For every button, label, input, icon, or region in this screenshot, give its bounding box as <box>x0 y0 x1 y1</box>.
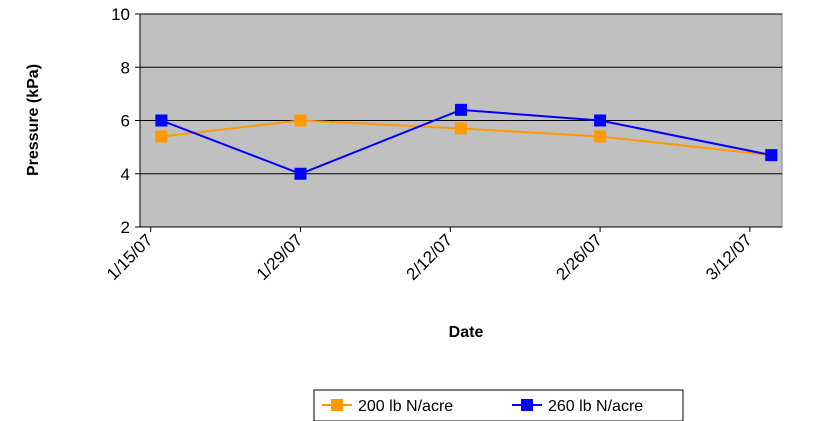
data-point <box>594 130 607 143</box>
y-tick-label: 6 <box>121 112 130 131</box>
legend-box <box>313 389 684 421</box>
x-ticks: 1/15/07 1/29/07 2/12/07 2/26/07 3/12/07 <box>103 227 756 284</box>
x-tick-label: 1/29/07 <box>253 230 307 284</box>
data-point <box>765 149 778 162</box>
y-tick-label: 4 <box>121 165 130 184</box>
legend-item-200: 200 lb N/acre <box>322 398 453 415</box>
legend: 200 lb N/acre 260 lb N/acre <box>313 389 684 421</box>
data-point <box>455 103 467 116</box>
data-point <box>455 122 467 135</box>
data-point <box>155 114 168 127</box>
gridlines <box>140 13 782 175</box>
data-point <box>294 167 307 180</box>
y-ticks: 2 4 6 8 10 <box>111 5 140 237</box>
legend-marker-200 <box>331 399 343 411</box>
legend-label-200: 200 lb N/acre <box>358 398 453 415</box>
x-tick-label: 1/15/07 <box>103 230 157 284</box>
x-axis-title: Date <box>449 324 484 341</box>
data-point <box>594 114 607 127</box>
legend-label-260: 260 lb N/acre <box>548 398 643 415</box>
y-tick-label: 10 <box>111 5 130 24</box>
series-markers <box>155 103 778 180</box>
y-tick-label: 8 <box>121 58 130 77</box>
y-axis-title: Pressure (kPa) <box>25 64 42 176</box>
data-point <box>294 114 307 127</box>
x-tick-label: 3/12/07 <box>702 230 756 284</box>
x-tick-label: 2/26/07 <box>552 230 606 284</box>
legend-item-260: 260 lb N/acre <box>512 398 643 415</box>
y-tick-label: 2 <box>121 218 130 237</box>
x-tick-label: 2/12/07 <box>403 230 457 284</box>
data-point <box>155 130 168 143</box>
legend-marker-260 <box>521 399 533 411</box>
